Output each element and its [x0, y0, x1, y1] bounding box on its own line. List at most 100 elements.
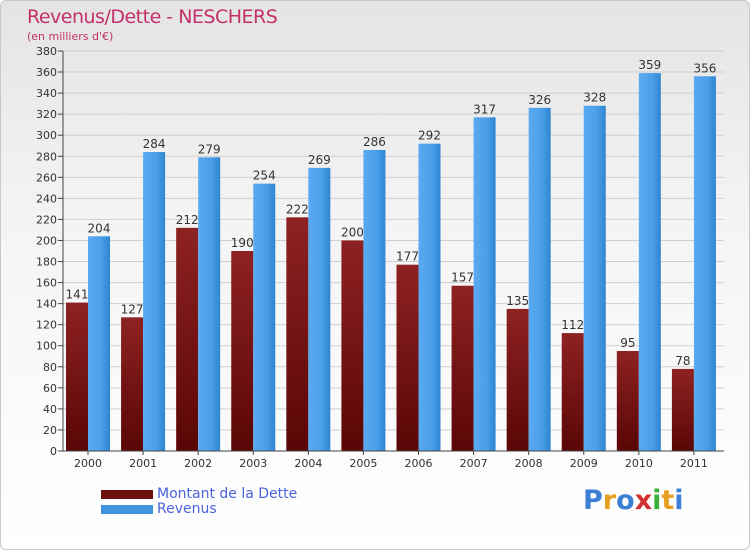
- data-label-revenus: 359: [638, 58, 661, 72]
- bar-revenus: [308, 167, 331, 451]
- bar-dette: [616, 351, 639, 451]
- x-tick-label: 2007: [460, 457, 488, 470]
- x-tick-label: 2000: [74, 457, 102, 470]
- data-label-dette: 112: [561, 318, 584, 332]
- data-label-dette: 135: [506, 294, 529, 308]
- y-tick-label: 320: [36, 108, 57, 121]
- logo-letter: P: [583, 485, 603, 516]
- y-tick-label: 200: [36, 234, 57, 247]
- x-tick-label: 2009: [570, 457, 598, 470]
- x-tick-label: 2001: [129, 457, 157, 470]
- y-tick-label: 180: [36, 256, 57, 269]
- x-tick-label: 2004: [294, 457, 322, 470]
- y-tick-label: 0: [50, 445, 57, 458]
- bar-revenus: [363, 149, 386, 451]
- logo-letter: i: [652, 485, 662, 516]
- x-tick-label: 2011: [680, 457, 708, 470]
- x-tick-label: 2006: [405, 457, 433, 470]
- legend-item-dette: Montant de la Dette: [101, 487, 297, 502]
- chart-subtitle: (en milliers d'€): [27, 30, 114, 43]
- data-label-revenus: 269: [308, 153, 331, 167]
- logo-letter: i: [674, 485, 684, 516]
- legend-swatch-revenus: [101, 505, 153, 514]
- bar-dette: [286, 217, 309, 451]
- data-label-revenus: 292: [418, 129, 441, 143]
- y-tick-label: 160: [36, 277, 57, 290]
- bar-revenus: [88, 236, 110, 451]
- data-label-revenus: 204: [88, 221, 111, 235]
- bars: 141 204 127 284 212 279 190 254 222 269 200 286 177 2…: [66, 58, 716, 452]
- bar-dette: [176, 227, 199, 451]
- data-label-dette: 78: [675, 354, 690, 368]
- legend-label-revenus: Revenus: [157, 501, 217, 517]
- legend-swatch-dette: [101, 490, 153, 499]
- y-tick-label: 60: [43, 382, 57, 395]
- x-tick-label: 2005: [349, 457, 377, 470]
- y-tick-label: 140: [36, 298, 57, 311]
- bar-revenus: [253, 183, 276, 451]
- logo-letter: t: [661, 485, 675, 516]
- logo-letter: x: [634, 485, 653, 516]
- bar-revenus: [473, 117, 496, 451]
- y-tick-label: 120: [36, 319, 57, 332]
- legend-label-dette: Montant de la Dette: [157, 486, 298, 502]
- data-label-revenus: 284: [143, 137, 166, 151]
- bar-revenus: [583, 105, 606, 451]
- data-label-dette: 200: [341, 225, 364, 239]
- data-label-dette: 177: [396, 250, 419, 264]
- bar-revenus: [638, 73, 661, 452]
- data-label-dette: 190: [231, 236, 254, 250]
- data-label-dette: 95: [620, 336, 635, 350]
- bar-revenus: [418, 143, 441, 451]
- bar-revenus: [693, 76, 716, 452]
- bar-dette: [121, 317, 144, 451]
- data-label-revenus: 326: [528, 93, 551, 107]
- logo-letter: o: [616, 485, 635, 516]
- grid-lines: [63, 50, 724, 452]
- bar-dette: [506, 308, 529, 451]
- bar-dette: [66, 302, 88, 451]
- data-label-dette: 222: [286, 202, 309, 216]
- data-label-revenus: 356: [693, 61, 716, 75]
- x-tick-label: 2008: [515, 457, 543, 470]
- x-tick-label: 2002: [184, 457, 212, 470]
- y-tick-label: 280: [36, 150, 57, 163]
- y-tick-label: 260: [36, 171, 57, 184]
- bar-dette: [451, 285, 474, 451]
- data-label-revenus: 328: [583, 91, 606, 105]
- y-tick-label: 80: [43, 361, 57, 374]
- y-tick-label: 300: [36, 129, 57, 142]
- y-tick-label: 360: [36, 66, 57, 79]
- x-tick-label: 2010: [625, 457, 653, 470]
- y-tick-label: 380: [36, 45, 57, 58]
- bar-revenus: [528, 107, 551, 451]
- data-label-dette: 157: [451, 271, 474, 285]
- chart-title: Revenus/Dette - NESCHERS: [27, 6, 278, 28]
- bar-dette: [671, 368, 694, 451]
- x-tick-label: 2003: [239, 457, 267, 470]
- data-label-revenus: 286: [363, 135, 386, 149]
- legend: Montant de la Dette Revenus: [101, 487, 297, 517]
- y-tick-label: 40: [43, 403, 57, 416]
- bar-dette: [341, 240, 364, 451]
- y-tick-label: 220: [36, 213, 57, 226]
- y-tick-label: 100: [36, 340, 57, 353]
- data-label-dette: 127: [121, 302, 144, 316]
- axes: 0 20 40 60 80 100 120 140 160 180 200 220 240 260 280 3…: [36, 45, 724, 470]
- legend-item-revenus: Revenus: [101, 502, 297, 517]
- y-tick-label: 240: [36, 192, 57, 205]
- bar-revenus: [198, 157, 221, 451]
- bar-revenus: [143, 152, 166, 452]
- data-label-dette: 212: [176, 213, 199, 227]
- data-label-revenus: 317: [473, 102, 496, 116]
- logo-letter: r: [602, 485, 617, 516]
- data-label-dette: 141: [66, 288, 89, 302]
- bar-dette: [561, 333, 584, 451]
- data-label-revenus: 279: [198, 142, 221, 156]
- y-tick-label: 20: [43, 424, 57, 437]
- bar-dette: [231, 251, 254, 451]
- data-label-revenus: 254: [253, 169, 276, 183]
- proxiti-logo: Proxiti: [583, 485, 684, 516]
